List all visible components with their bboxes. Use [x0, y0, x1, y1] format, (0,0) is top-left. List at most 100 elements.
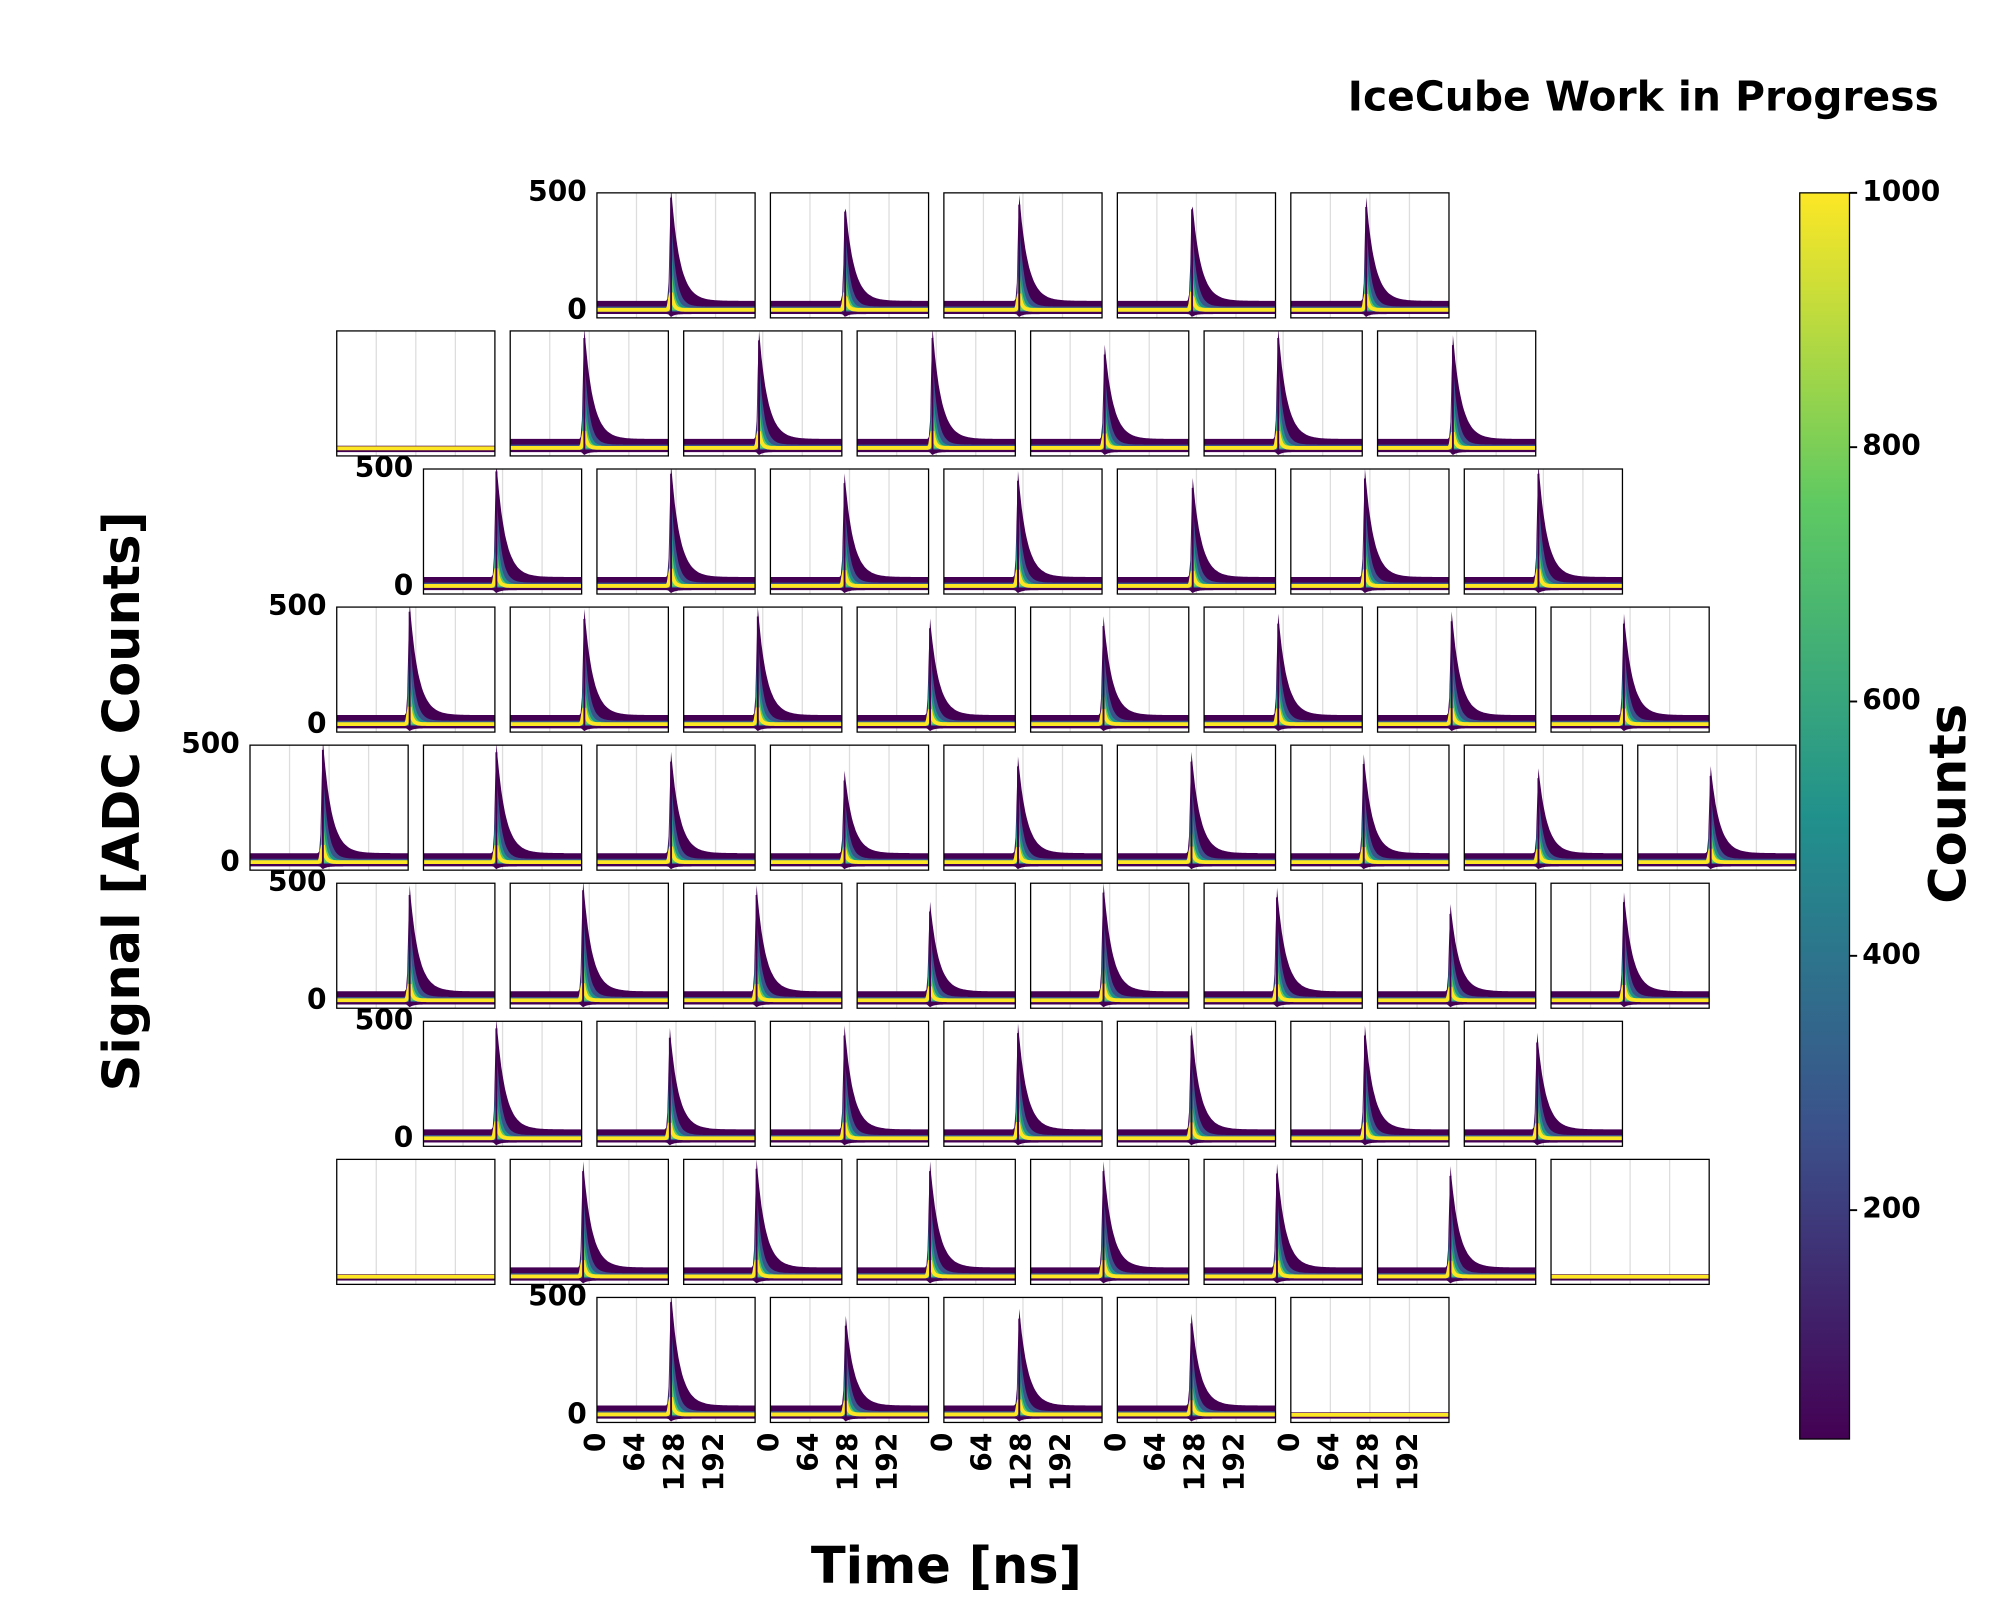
panel — [1117, 469, 1276, 595]
median-trace — [1290, 569, 1449, 588]
x-tick-label: 192 — [1044, 1433, 1077, 1492]
noise-band — [1290, 754, 1449, 870]
noise-band — [423, 745, 582, 870]
peak-density-band — [1117, 820, 1276, 863]
panel — [683, 1159, 842, 1285]
colorbar-tick-label: 200 — [1862, 1192, 1921, 1225]
panel — [423, 469, 582, 595]
high-density-band — [1290, 800, 1449, 864]
mid-density-band — [1204, 913, 1363, 1003]
panel-frame — [856, 330, 1016, 457]
panel — [770, 745, 929, 871]
panel-frame — [1203, 330, 1363, 457]
median-trace — [683, 983, 842, 1003]
panel — [596, 469, 756, 595]
noise-band — [683, 607, 842, 732]
median-trace — [1030, 983, 1189, 1003]
panel-frame — [336, 330, 496, 457]
noise-band — [336, 607, 495, 732]
median-trace — [1204, 708, 1363, 727]
noise-band — [1117, 751, 1276, 870]
panel-frame — [1376, 1158, 1537, 1286]
median-trace — [1117, 846, 1276, 865]
panel — [1551, 607, 1710, 733]
median-trace — [1204, 984, 1363, 1003]
median-trace — [510, 983, 669, 1003]
noise-band — [1117, 1313, 1276, 1422]
median-trace — [1290, 846, 1449, 865]
panel-frame — [769, 744, 930, 871]
noise-band — [770, 1315, 929, 1422]
median-trace — [943, 569, 1103, 588]
high-density-band — [596, 799, 756, 864]
panel-frame — [509, 1158, 670, 1286]
high-density-band — [770, 810, 929, 864]
high-density-band — [1030, 662, 1189, 726]
panel — [857, 607, 1016, 733]
y-tick-label: 0 — [307, 707, 327, 740]
median-trace — [770, 1400, 929, 1417]
median-trace — [1377, 708, 1536, 727]
mid-density-band — [1551, 917, 1710, 1003]
noise-band — [1464, 768, 1623, 870]
panel — [1551, 883, 1710, 1009]
mid-density-band — [1117, 233, 1276, 312]
median-trace — [1290, 293, 1449, 312]
high-density-band — [1204, 936, 1363, 1002]
x-tick-label: 0 — [1099, 1433, 1132, 1453]
x-tick-label: 192 — [1218, 1433, 1251, 1492]
colorbar-label: Counts — [1920, 704, 1979, 904]
colorbar-tick-label: 800 — [1862, 429, 1921, 462]
panel — [943, 745, 1103, 871]
panel-frame — [509, 882, 670, 1009]
panel-frame — [1116, 192, 1277, 319]
noise-band — [1204, 613, 1363, 732]
noise-band — [1464, 469, 1623, 594]
panel-frame — [249, 744, 409, 871]
noise-band — [770, 770, 929, 870]
chart-title: IceCube Work in Progress — [1348, 73, 1939, 121]
high-density-band — [1464, 1078, 1623, 1140]
panel-frame — [1116, 1296, 1277, 1424]
peak-density-band — [1377, 405, 1536, 449]
panel — [1464, 745, 1623, 871]
high-density-band — [770, 1074, 929, 1140]
y-tick-label: 500 — [528, 1279, 587, 1312]
panel-frame — [1376, 606, 1537, 733]
high-density-band — [1464, 516, 1623, 587]
panel — [596, 192, 756, 318]
median-trace — [1030, 708, 1189, 727]
median-trace — [336, 983, 495, 1003]
x-tick-label: 0 — [926, 1433, 959, 1453]
panel — [1030, 883, 1189, 1009]
median-trace — [336, 706, 495, 727]
panel-frame — [1029, 606, 1190, 733]
median-trace — [250, 844, 409, 865]
panel-frame — [1550, 882, 1710, 1009]
mid-density-band — [1464, 1057, 1623, 1141]
peak-density-band — [1377, 681, 1536, 725]
noise-band — [1030, 344, 1189, 455]
peak-density-band — [770, 543, 929, 587]
high-density-band — [1377, 659, 1536, 725]
noise-band — [336, 885, 495, 1008]
noise-band — [1551, 613, 1710, 732]
y-tick-label: 500 — [181, 727, 240, 760]
panel — [1030, 607, 1189, 733]
panel — [1290, 745, 1449, 871]
noise-band — [683, 885, 842, 1008]
high-density-band — [683, 657, 842, 726]
y-tick-label: 0 — [394, 1121, 414, 1154]
median-trace — [510, 430, 669, 450]
panel — [1464, 469, 1623, 595]
median-trace — [1030, 433, 1189, 450]
high-density-band — [1551, 938, 1710, 1002]
peak-density-band — [770, 1095, 929, 1139]
panel — [423, 1021, 582, 1147]
median-trace — [596, 568, 756, 588]
panel — [336, 1159, 495, 1285]
median-trace — [596, 846, 756, 865]
panel-frame — [336, 882, 496, 1009]
high-density-band — [857, 944, 1016, 1002]
